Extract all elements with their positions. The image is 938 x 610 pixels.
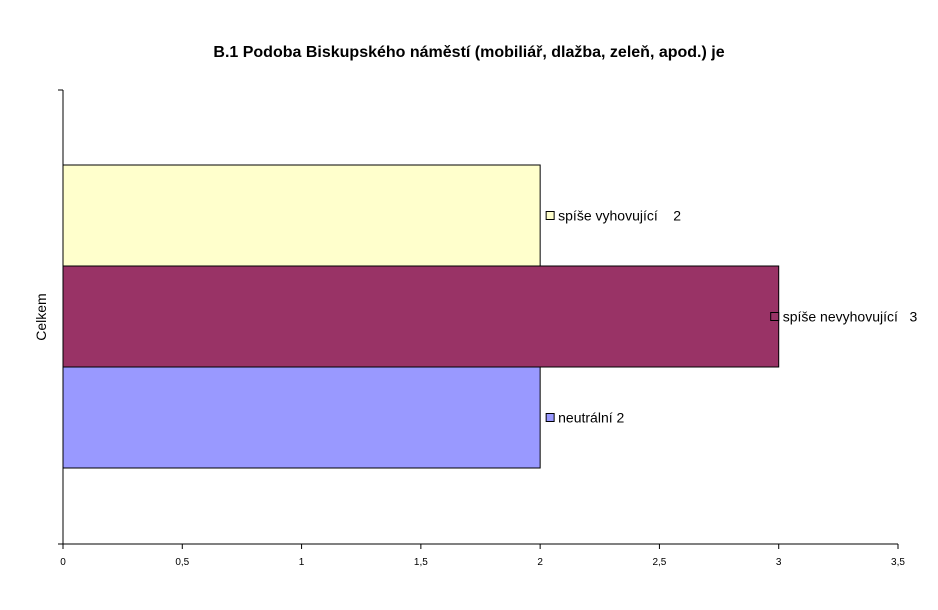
chart-title: B.1 Podoba Biskupského náměstí (mobiliář… [213,44,725,61]
data-label-key [545,413,555,422]
data-labels-group: spíše vyhovující 2 spíše nevyhovující 3 ne… [545,208,918,426]
x-tick-label: 0 [60,557,66,568]
x-tick-label: 2,5 [652,557,666,568]
x-tick-label: 3,5 [891,557,905,568]
x-tick-label: 1 [299,557,305,568]
data-label: spíše nevyhovující 3 [783,309,918,325]
x-tick-label: 2 [537,557,543,568]
data-label: neutrální 2 [558,410,624,426]
x-tick-label: 1,5 [414,557,428,568]
bar-spíše-vyhovující [62,164,541,267]
bar-neutrální [62,366,541,469]
x-tick-label: 3 [776,557,782,568]
data-label: spíše vyhovující 2 [558,208,681,224]
data-label-key [770,312,780,321]
x-tick-label: 0,5 [175,557,189,568]
axes-group [62,90,898,545]
bar-spíše-nevyhovující [62,265,780,368]
data-label-key [545,211,555,220]
x-ticks-group: 0 0,5 1 1,5 2 2,5 3 3,5 [58,89,905,568]
bars-group [62,164,780,469]
category-label: Celkem [33,293,49,340]
